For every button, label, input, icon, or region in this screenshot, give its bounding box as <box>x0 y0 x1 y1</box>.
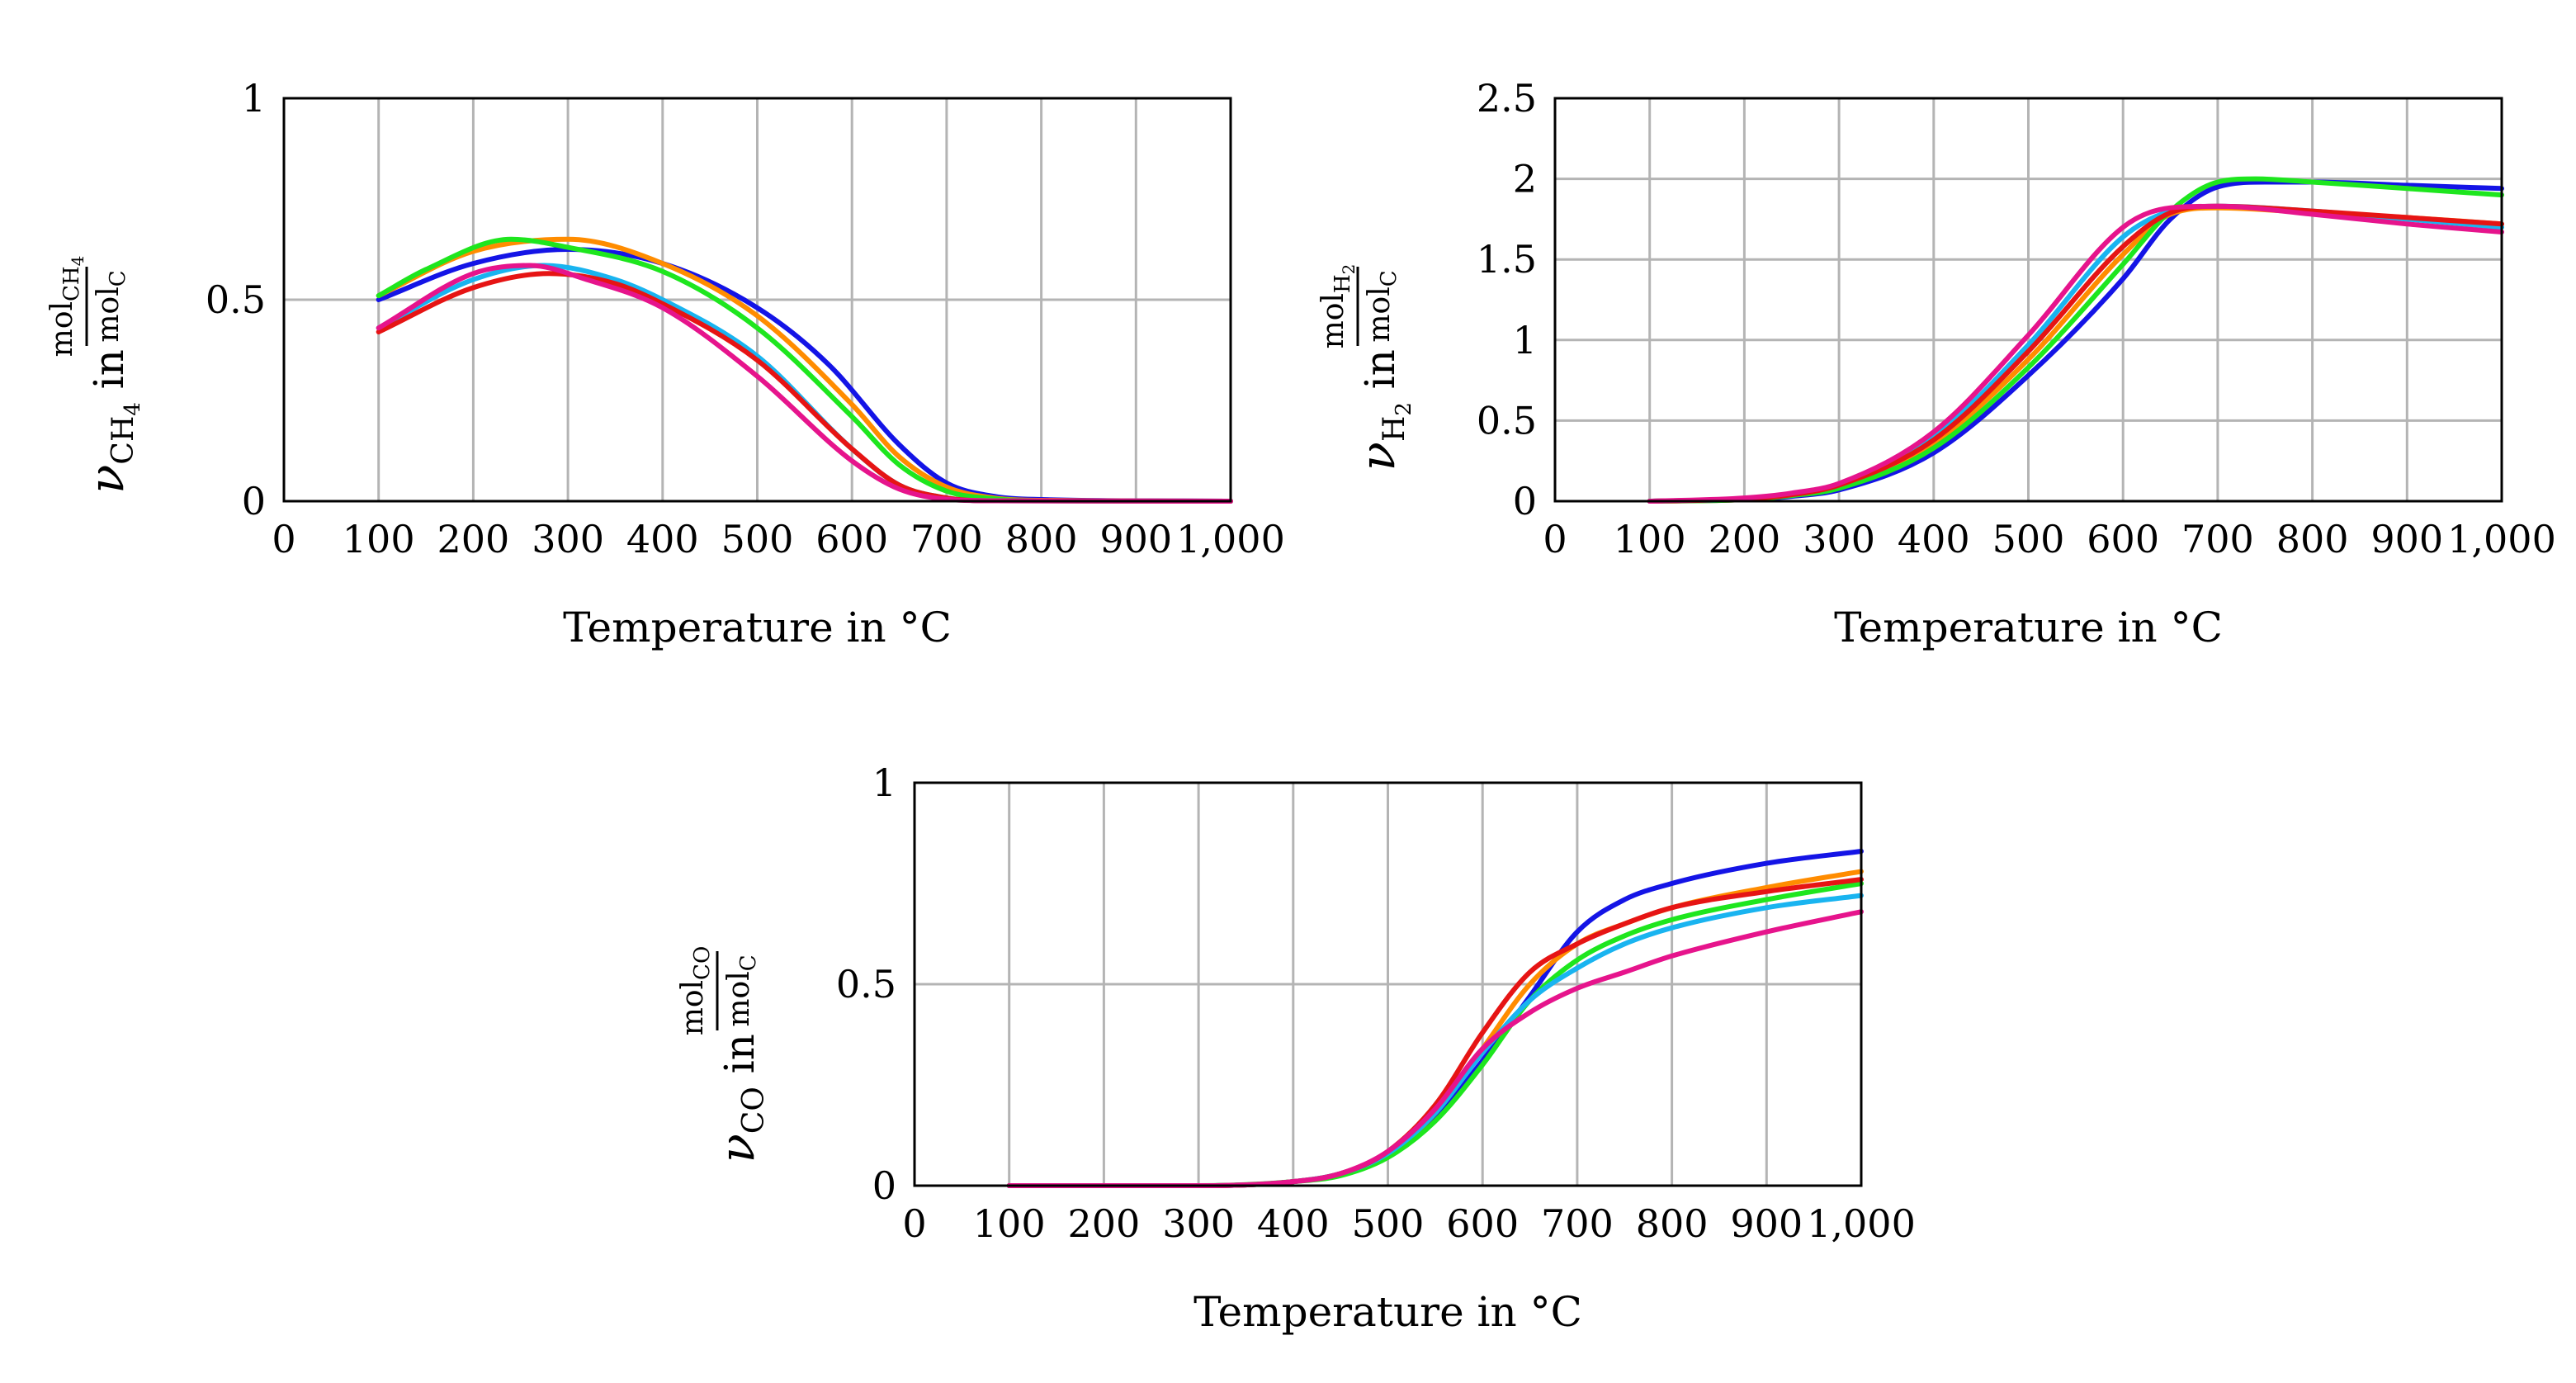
x-tick-label: 700 <box>1541 1201 1614 1246</box>
x-tick-label: 600 <box>815 517 888 561</box>
y-tick-label: 0 <box>242 479 266 523</box>
x-tick-label: 400 <box>1257 1201 1330 1246</box>
series-line-red <box>1006 877 1864 1188</box>
series-line-blue <box>1006 849 1864 1188</box>
x-tick-label: 100 <box>973 1201 1046 1246</box>
svg-text:molC: molC <box>722 954 761 1026</box>
x-tick-label: 900 <box>1099 517 1172 561</box>
y-tick-label: 0.5 <box>206 277 266 322</box>
x-tick-label: 600 <box>2087 517 2159 561</box>
svg-text:molCO: molCO <box>676 946 715 1036</box>
x-tick-label: 300 <box>532 517 604 561</box>
x-tick-label: 200 <box>437 517 509 561</box>
series-line-blue <box>1647 179 2504 504</box>
x-tick-label: 1,000 <box>1176 517 1285 561</box>
x-tick-label: 400 <box>1898 517 1970 561</box>
x-tick-label: 800 <box>1636 1201 1709 1246</box>
x-axis-label: Temperature in °C <box>1193 1288 1582 1336</box>
x-tick-label: 500 <box>1352 1201 1425 1246</box>
x-tick-label: 700 <box>2181 517 2254 561</box>
x-axis-label: Temperature in °C <box>1834 604 2223 651</box>
svg-text:νH2 in: νH2 in <box>1349 349 1416 471</box>
x-tick-label: 500 <box>1992 517 2065 561</box>
x-tick-label: 300 <box>1803 517 1875 561</box>
series-line-green <box>1006 881 1864 1188</box>
svg-text:molCH4: molCH4 <box>45 256 87 358</box>
plot-frame <box>913 781 1863 1187</box>
x-tick-label: 0 <box>272 517 295 561</box>
x-tick-label: 700 <box>910 517 983 561</box>
x-tick-label: 300 <box>1162 1201 1235 1246</box>
plot-frame <box>1553 97 2503 503</box>
x-tick-label: 500 <box>721 517 794 561</box>
chart-h2: 0 100 200 300 400 500 600 700 800 900 1,000 0 0.5 1 1.… <box>1316 76 2556 651</box>
x-tick-label: 100 <box>1614 517 1686 561</box>
y-tick-label: 1 <box>242 76 266 121</box>
y-tick-label: 1 <box>872 760 896 805</box>
series-line-magenta <box>1006 909 1864 1188</box>
svg-text:molC: molC <box>92 270 130 342</box>
chart-ch4: 0 100 200 300 400 500 600 700 800 900 1,000 0 0.5 1 Te… <box>45 76 1285 651</box>
series-line-red <box>1647 203 2504 504</box>
x-tick-label: 900 <box>1730 1201 1803 1246</box>
series-line-blue <box>376 247 1233 504</box>
series-line-orange <box>1006 869 1864 1188</box>
series-line-red <box>376 271 1233 504</box>
x-tick-label: 100 <box>343 517 415 561</box>
y-tick-label: 0.5 <box>836 962 896 1006</box>
x-tick-label: 800 <box>2276 517 2349 561</box>
x-tick-label: 200 <box>1067 1201 1140 1246</box>
svg-text:molH2: molH2 <box>1316 264 1359 349</box>
series-line-magenta <box>1647 203 2504 504</box>
x-tick-label: 400 <box>626 517 699 561</box>
y-tick-label: 0 <box>872 1163 896 1208</box>
y-tick-label: 2.5 <box>1477 76 1537 121</box>
x-tick-label: 1,000 <box>1807 1201 1916 1246</box>
svg-text:νCH4 in: νCH4 in <box>78 349 145 494</box>
chart-co: 0 100 200 300 400 500 600 700 800 900 1,000 0 0.5 1 Te… <box>676 760 1916 1336</box>
y-tick-label: 2 <box>1513 157 1537 201</box>
x-tick-label: 0 <box>902 1201 926 1246</box>
x-axis-label: Temperature in °C <box>563 604 952 651</box>
svg-text:νCO in: νCO in <box>709 1034 771 1163</box>
y-tick-label: 1.5 <box>1477 237 1537 282</box>
svg-text:molC: molC <box>1363 270 1401 342</box>
x-tick-label: 800 <box>1005 517 1078 561</box>
series-line-cyan <box>1647 203 2504 504</box>
x-tick-label: 200 <box>1708 517 1780 561</box>
y-tick-label: 1 <box>1513 318 1537 362</box>
y-tick-label: 0.5 <box>1477 398 1537 443</box>
x-tick-label: 1,000 <box>2447 517 2556 561</box>
x-tick-label: 0 <box>1543 517 1567 561</box>
y-tick-label: 0 <box>1513 479 1537 523</box>
series-line-orange <box>1647 205 2504 504</box>
x-tick-label: 600 <box>1446 1201 1519 1246</box>
plot-frame <box>282 97 1232 503</box>
x-tick-label: 900 <box>2370 517 2443 561</box>
